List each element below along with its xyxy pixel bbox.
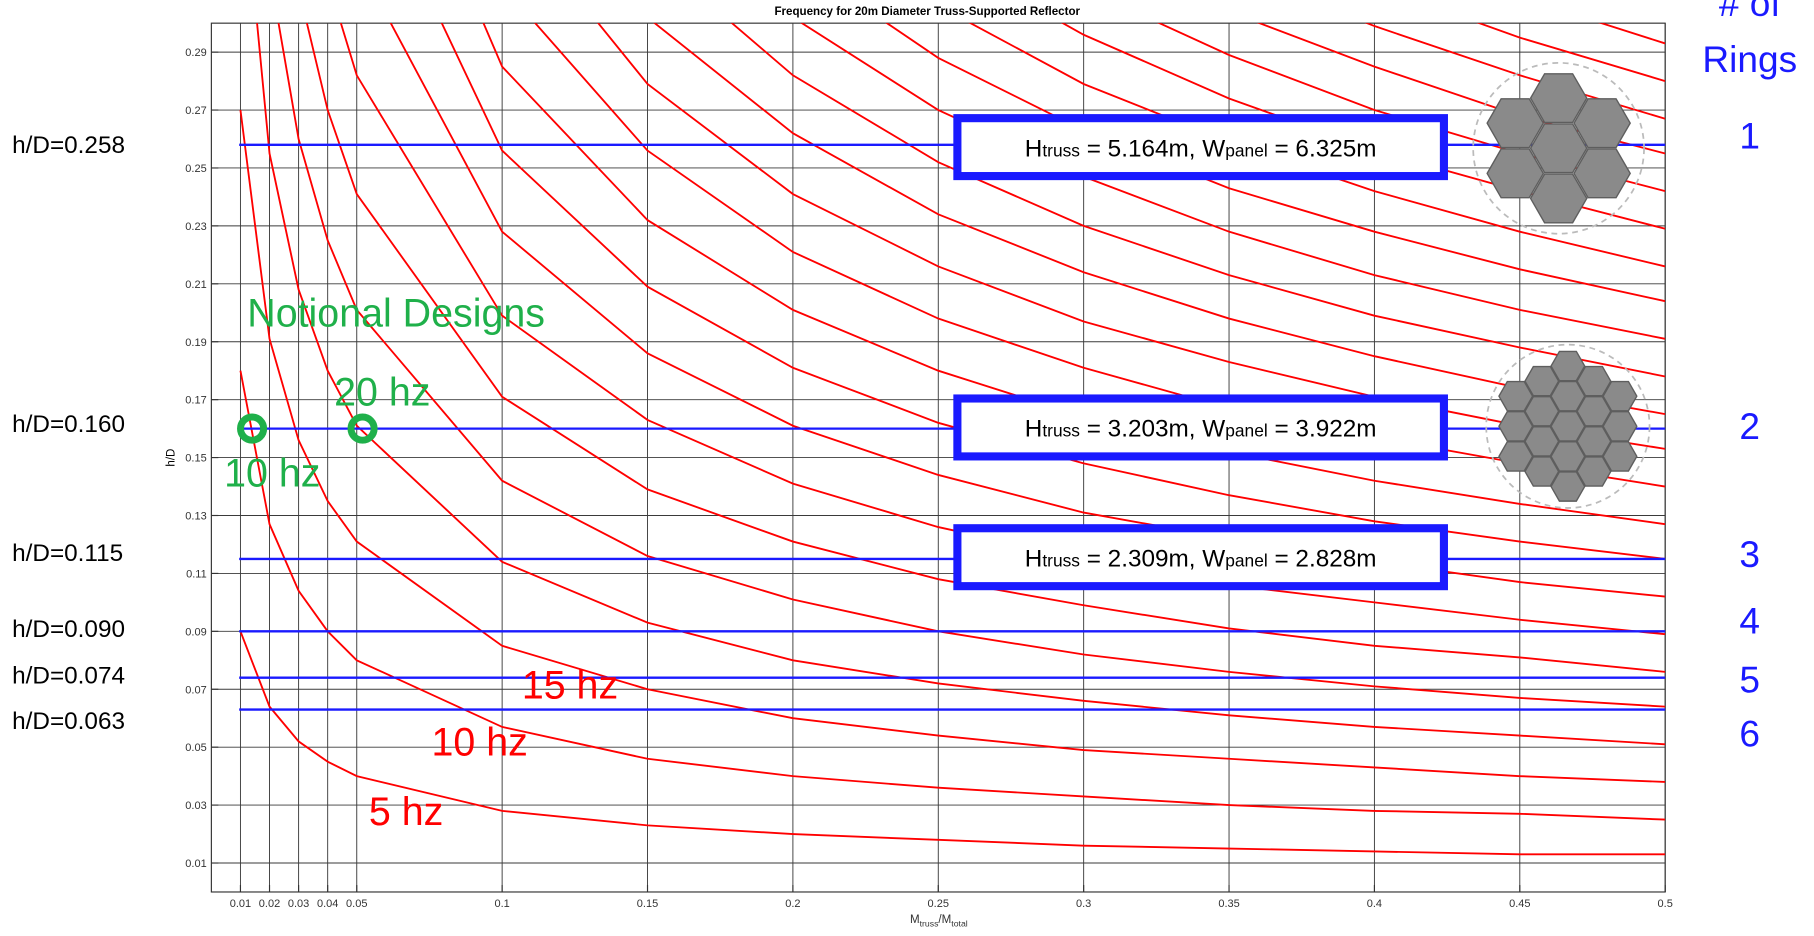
ring-count: 5 (1739, 659, 1760, 701)
info-box-part: panel (1225, 421, 1267, 441)
info-box-part: truss (1042, 550, 1080, 570)
info-box-part: H (1025, 545, 1043, 572)
designs-title: Notional Designs (247, 292, 545, 336)
ring-hd-label: h/D=0.090 (12, 616, 125, 643)
design-label: 20 hz (334, 370, 430, 414)
info-box-part: = 6.325m (1268, 135, 1377, 162)
y-tick-label: 0.27 (185, 105, 206, 117)
info-box-part: = 5.164m, W (1080, 135, 1225, 162)
y-tick-label: 0.15 (185, 453, 206, 465)
y-tick-label: 0.11 (186, 568, 207, 580)
x-tick-label: 0.2 (785, 898, 800, 910)
y-tick-label: 0.21 (185, 279, 206, 291)
info-box-part: truss (1042, 421, 1080, 441)
info-box-text: Htruss = 3.203m, Wpanel = 3.922m (1025, 416, 1377, 443)
x-tick-label: 0.35 (1218, 898, 1239, 910)
info-box-part: = 3.922m (1268, 416, 1377, 443)
x-axis-label-part: total (951, 919, 967, 929)
frequency-annotation: 5 hz (369, 790, 443, 834)
ring-hd-label: h/D=0.063 (12, 708, 125, 735)
x-tick-label: 0.4 (1367, 898, 1382, 910)
x-tick-label: 0.02 (259, 898, 280, 910)
ring-hd-label: h/D=0.258 (12, 132, 125, 159)
x-axis-label-part: /M (938, 914, 951, 926)
ring-hd-label: h/D=0.160 (12, 411, 125, 438)
ring-count: 2 (1739, 405, 1760, 447)
x-tick-label: 0.45 (1509, 898, 1530, 910)
y-tick-label: 0.01 (185, 858, 206, 870)
hex-panel (1603, 442, 1637, 471)
y-axis-label: h/D (165, 449, 177, 467)
y-tick-label: 0.07 (185, 684, 206, 696)
info-box-text: Htruss = 5.164m, Wpanel = 6.325m (1025, 135, 1377, 162)
design-label: 10 hz (224, 452, 320, 496)
y-tick-label: 0.29 (185, 47, 206, 59)
info-box-part: H (1025, 135, 1043, 162)
info-box-text: Htruss = 2.309m, Wpanel = 2.828m (1025, 545, 1377, 572)
y-tick-label: 0.17 (185, 395, 206, 407)
ring-count: 4 (1739, 600, 1760, 642)
x-tick-label: 0.3 (1076, 898, 1091, 910)
rings-title: # of (1719, 0, 1782, 24)
info-box-part: panel (1225, 140, 1267, 160)
x-tick-label: 0.01 (230, 898, 251, 910)
y-tick-label: 0.13 (185, 511, 206, 523)
info-box-part: = 2.309m, W (1080, 545, 1225, 572)
info-box-part: H (1025, 416, 1043, 443)
info-box-part: truss (1042, 140, 1080, 160)
info-box-part: = 3.203m, W (1080, 416, 1225, 443)
page: {"chart_data": { "type": "line", "title"… (0, 0, 1814, 936)
y-tick-label: 0.19 (185, 337, 206, 349)
x-tick-label: 0.04 (317, 898, 338, 910)
x-tick-label: 0.03 (288, 898, 309, 910)
frequency-annotation: 15 hz (522, 664, 618, 708)
ring-count: 6 (1739, 713, 1760, 755)
x-tick-label: 0.5 (1658, 898, 1673, 910)
ring-hd-label: h/D=0.115 (12, 540, 123, 567)
x-tick-label: 0.05 (346, 898, 367, 910)
x-axis-label-part: M (910, 914, 920, 926)
y-tick-label: 0.03 (185, 800, 206, 812)
rings-title: Rings (1702, 38, 1797, 80)
y-tick-label: 0.09 (185, 626, 206, 638)
y-tick-label: 0.25 (185, 163, 206, 175)
info-box-part: = 2.828m (1268, 545, 1377, 572)
hex-panel (1603, 412, 1637, 441)
chart: Frequency for 20m Diameter Truss-Support… (0, 0, 1814, 936)
info-box-part: panel (1225, 550, 1267, 570)
y-tick-label: 0.05 (185, 742, 206, 754)
x-tick-label: 0.25 (928, 898, 949, 910)
x-axis-label: Mtruss/Mtotal (910, 914, 968, 928)
ring-hd-label: h/D=0.074 (12, 662, 125, 689)
frequency-annotation: 10 hz (431, 720, 527, 764)
y-tick-label: 0.23 (185, 221, 206, 233)
x-tick-label: 0.1 (494, 898, 509, 910)
hex-panel (1603, 382, 1637, 411)
x-tick-label: 0.15 (637, 898, 658, 910)
ring-count: 1 (1739, 114, 1760, 156)
ring-count: 3 (1739, 533, 1760, 575)
x-axis-label-part: truss (920, 919, 939, 929)
chart-title: Frequency for 20m Diameter Truss-Support… (774, 6, 1080, 18)
